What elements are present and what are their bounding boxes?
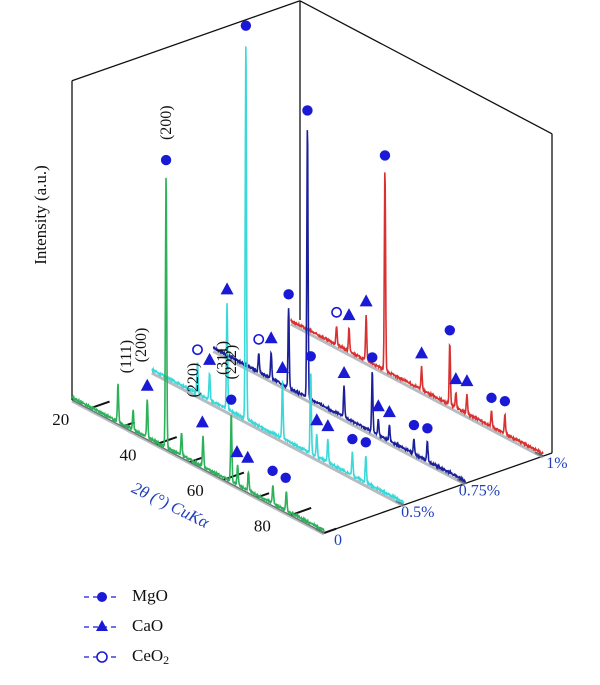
cao-marker: [359, 294, 373, 307]
filled-circle-icon: [97, 592, 107, 602]
mgo-marker: [444, 325, 456, 336]
chart-frame: [71, 0, 553, 534]
miller-index-label: (220): [185, 363, 202, 398]
frame-top-back-edge: [299, 0, 553, 135]
mgo-marker: [240, 20, 252, 31]
mgo-marker: [422, 423, 433, 434]
legend: MgO CaO CeO2: [82, 585, 282, 675]
depth-tick-label: 0.75%: [459, 482, 500, 499]
x-tick-label: 60: [187, 481, 204, 500]
legend-item-mgo: MgO: [82, 585, 282, 615]
plot-area: [71, 20, 544, 536]
cao-marker: [241, 450, 255, 463]
mgo-marker: [283, 289, 294, 300]
series-baseline: [212, 350, 467, 486]
series-baseline: [151, 371, 405, 508]
mgo-marker: [267, 465, 278, 477]
legend-label-cao: CaO: [132, 616, 164, 635]
x-tick-label: 40: [120, 445, 137, 464]
series-trace: [290, 150, 544, 459]
legend-swatch-ceo2: [84, 651, 120, 663]
frame-top-left-edge: [71, 0, 301, 82]
mgo-marker: [499, 395, 511, 407]
cao-marker: [382, 405, 396, 418]
y-axis-label: Intensity (a.u.): [31, 165, 50, 265]
x-tick-label: 80: [254, 516, 271, 535]
mgo-marker: [280, 472, 291, 483]
miller-index-label: (311): [215, 341, 232, 375]
series-line: [71, 177, 325, 533]
frame-right-edge: [323, 452, 553, 534]
cao-marker: [371, 399, 385, 412]
depth-tick-label: 0.5%: [401, 504, 434, 521]
cao-marker: [342, 308, 356, 321]
miller-index-label: (111): [118, 340, 135, 373]
series-line: [151, 46, 405, 505]
x-tick: [323, 527, 337, 534]
series-trace: [151, 20, 405, 508]
cao-marker: [203, 352, 217, 365]
mgo-marker: [302, 105, 313, 116]
mgo-marker: [347, 433, 358, 445]
mgo-marker: [367, 352, 378, 363]
series-baseline: [71, 399, 325, 536]
miller-index-label: (222): [223, 345, 240, 380]
cao-marker: [230, 445, 244, 458]
mgo-marker: [226, 394, 237, 405]
cao-marker: [140, 378, 154, 391]
legend-label-ceo2: CeO2: [132, 646, 170, 667]
ceo2-marker: [192, 344, 203, 356]
cao-marker: [220, 282, 234, 295]
mgo-marker: [160, 154, 172, 166]
open-circle-icon: [96, 651, 108, 663]
series-line: [212, 130, 467, 484]
cao-marker: [449, 372, 463, 385]
miller-index-label: (200): [158, 105, 175, 140]
legend-label-mgo: MgO: [132, 586, 168, 605]
ceo2-marker: [331, 306, 342, 318]
series-line: [290, 172, 544, 456]
cao-marker: [276, 360, 290, 373]
legend-swatch-cao: [84, 620, 120, 631]
mgo-marker: [408, 419, 420, 431]
miller-index-label: (200): [133, 328, 150, 363]
series-trace: [71, 154, 325, 536]
cao-marker: [337, 365, 351, 378]
legend-item-ceo2: CeO2: [82, 645, 282, 675]
depth-tick-label: 1%: [546, 455, 567, 472]
mgo-marker: [379, 150, 391, 161]
legend-item-cao: CaO: [82, 615, 282, 645]
mgo-marker: [486, 392, 497, 404]
cao-marker: [195, 415, 209, 428]
x-tick-label: 20: [52, 410, 69, 429]
cao-marker: [321, 419, 335, 432]
depth-axis: 0 0.5% 0.75% 1%: [315, 451, 568, 549]
mgo-marker: [360, 437, 372, 448]
legend-swatch-mgo: [84, 592, 120, 602]
depth-tick-label: 0: [334, 532, 342, 549]
cao-marker: [460, 374, 474, 387]
series-baseline: [290, 322, 544, 459]
ceo2-marker: [253, 333, 265, 345]
annotation-layer: (111)(200)(200)(220)(311)(222): [118, 105, 240, 397]
cao-marker: [264, 331, 278, 344]
cao-marker: [310, 413, 324, 426]
series-trace: [212, 105, 467, 486]
filled-triangle-icon: [96, 620, 108, 631]
mgo-marker: [305, 351, 316, 362]
cao-marker: [415, 346, 429, 359]
